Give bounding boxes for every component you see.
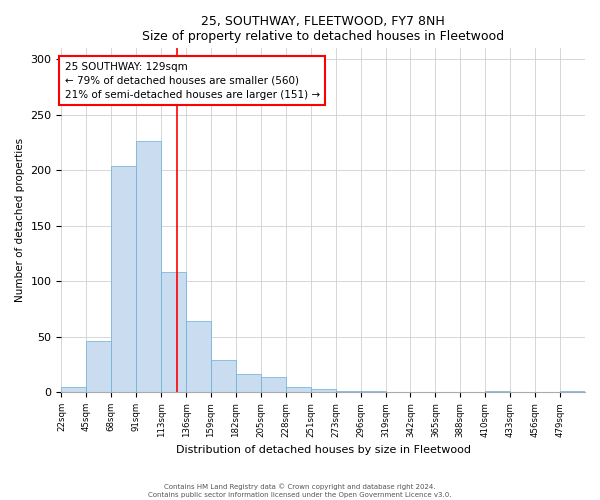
X-axis label: Distribution of detached houses by size in Fleetwood: Distribution of detached houses by size … xyxy=(176,445,471,455)
Bar xyxy=(136,142,161,392)
Title: 25, SOUTHWAY, FLEETWOOD, FY7 8NH
Size of property relative to detached houses in: 25, SOUTHWAY, FLEETWOOD, FY7 8NH Size of… xyxy=(142,15,504,43)
Bar xyxy=(261,376,286,392)
Text: 25 SOUTHWAY: 129sqm
← 79% of detached houses are smaller (560)
21% of semi-detac: 25 SOUTHWAY: 129sqm ← 79% of detached ho… xyxy=(65,62,320,100)
Bar xyxy=(111,166,136,392)
Bar xyxy=(335,391,361,392)
Text: Contains HM Land Registry data © Crown copyright and database right 2024.
Contai: Contains HM Land Registry data © Crown c… xyxy=(148,484,452,498)
Bar xyxy=(236,374,261,392)
Bar xyxy=(161,272,186,392)
Bar xyxy=(61,386,86,392)
Bar xyxy=(485,391,510,392)
Bar xyxy=(86,341,111,392)
Bar xyxy=(361,391,386,392)
Bar xyxy=(311,388,335,392)
Bar xyxy=(186,321,211,392)
Y-axis label: Number of detached properties: Number of detached properties xyxy=(15,138,25,302)
Bar xyxy=(211,360,236,392)
Bar xyxy=(560,391,585,392)
Bar xyxy=(286,386,311,392)
